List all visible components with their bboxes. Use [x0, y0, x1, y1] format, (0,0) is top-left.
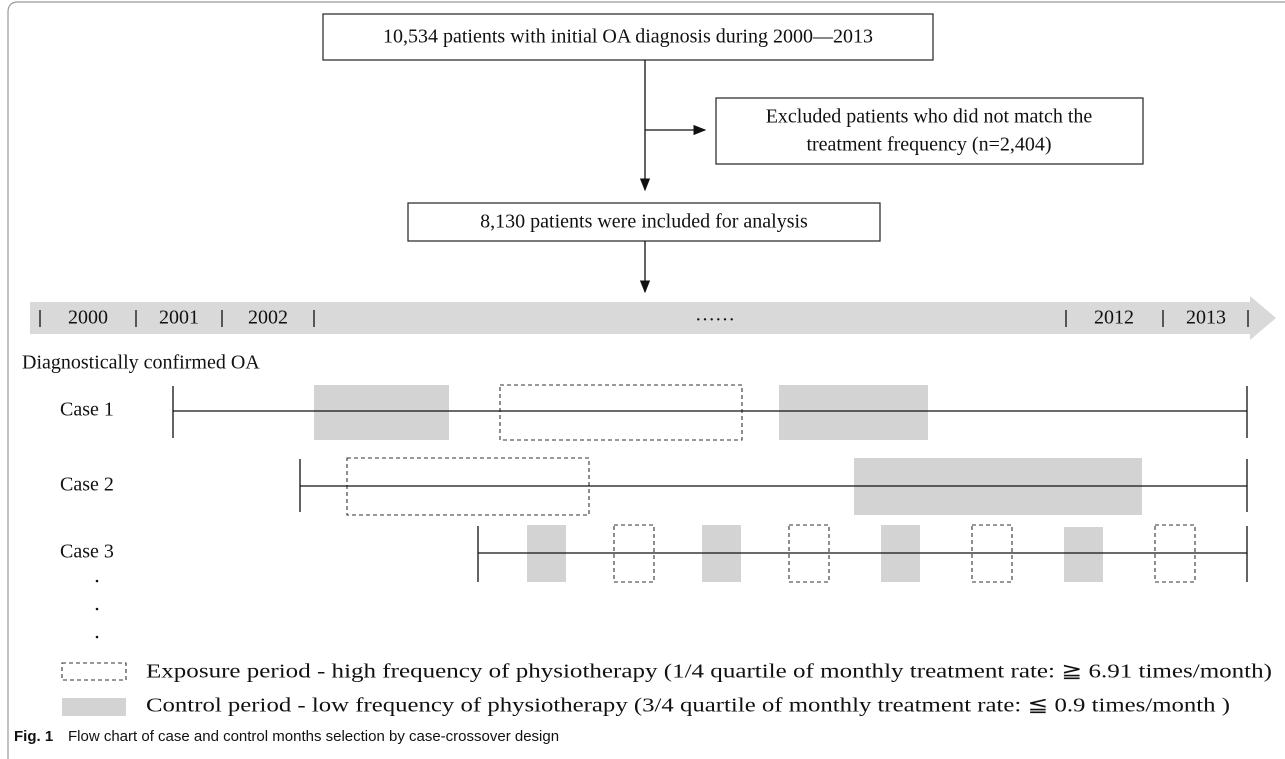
legend-exposure-swatch: [61, 662, 127, 681]
control-period: [314, 385, 449, 440]
frame: [7, 1, 1285, 759]
exposure-period: [499, 384, 743, 441]
case-label: Case 3: [60, 541, 114, 563]
continuation-dots: [95, 579, 99, 639]
timeline-ellipsis: ……: [695, 304, 735, 326]
year-label: 2002: [248, 307, 288, 329]
year-label: 2000: [68, 307, 108, 329]
year-label: 2012: [1094, 307, 1134, 329]
case-line: [477, 526, 1248, 582]
legend-control: Control period - low frequency of physio…: [146, 695, 1230, 717]
initial-box: [322, 13, 934, 61]
included-text: 8,130 patients were included for analysi…: [480, 211, 808, 233]
caption-text: Flow chart of case and control months se…: [68, 728, 559, 745]
legend-control-swatch: [62, 698, 126, 716]
case-label: Case 2: [60, 474, 114, 496]
case-line: [172, 386, 1248, 438]
initial-text: 10,534 patients with initial OA diagnosi…: [383, 26, 873, 48]
timeline-band: [30, 296, 1276, 340]
case-label: Case 1: [60, 399, 114, 421]
case-line: [299, 459, 1248, 512]
legend-exposure: Exposure period - high frequency of phys…: [146, 661, 1272, 683]
included-box: [407, 202, 881, 242]
timeline-separators: [39, 310, 1249, 327]
excluded-box: [715, 97, 1144, 165]
year-label: 2001: [159, 307, 199, 329]
cases-heading: Diagnostically confirmed OA: [22, 352, 260, 374]
control-period: [779, 385, 928, 440]
year-label: 2013: [1186, 307, 1226, 329]
caption-label: Fig. 1: [14, 728, 53, 745]
excluded-text: treatment frequency (n=2,404): [806, 134, 1051, 156]
excluded-text: Excluded patients who did not match the: [766, 106, 1093, 128]
